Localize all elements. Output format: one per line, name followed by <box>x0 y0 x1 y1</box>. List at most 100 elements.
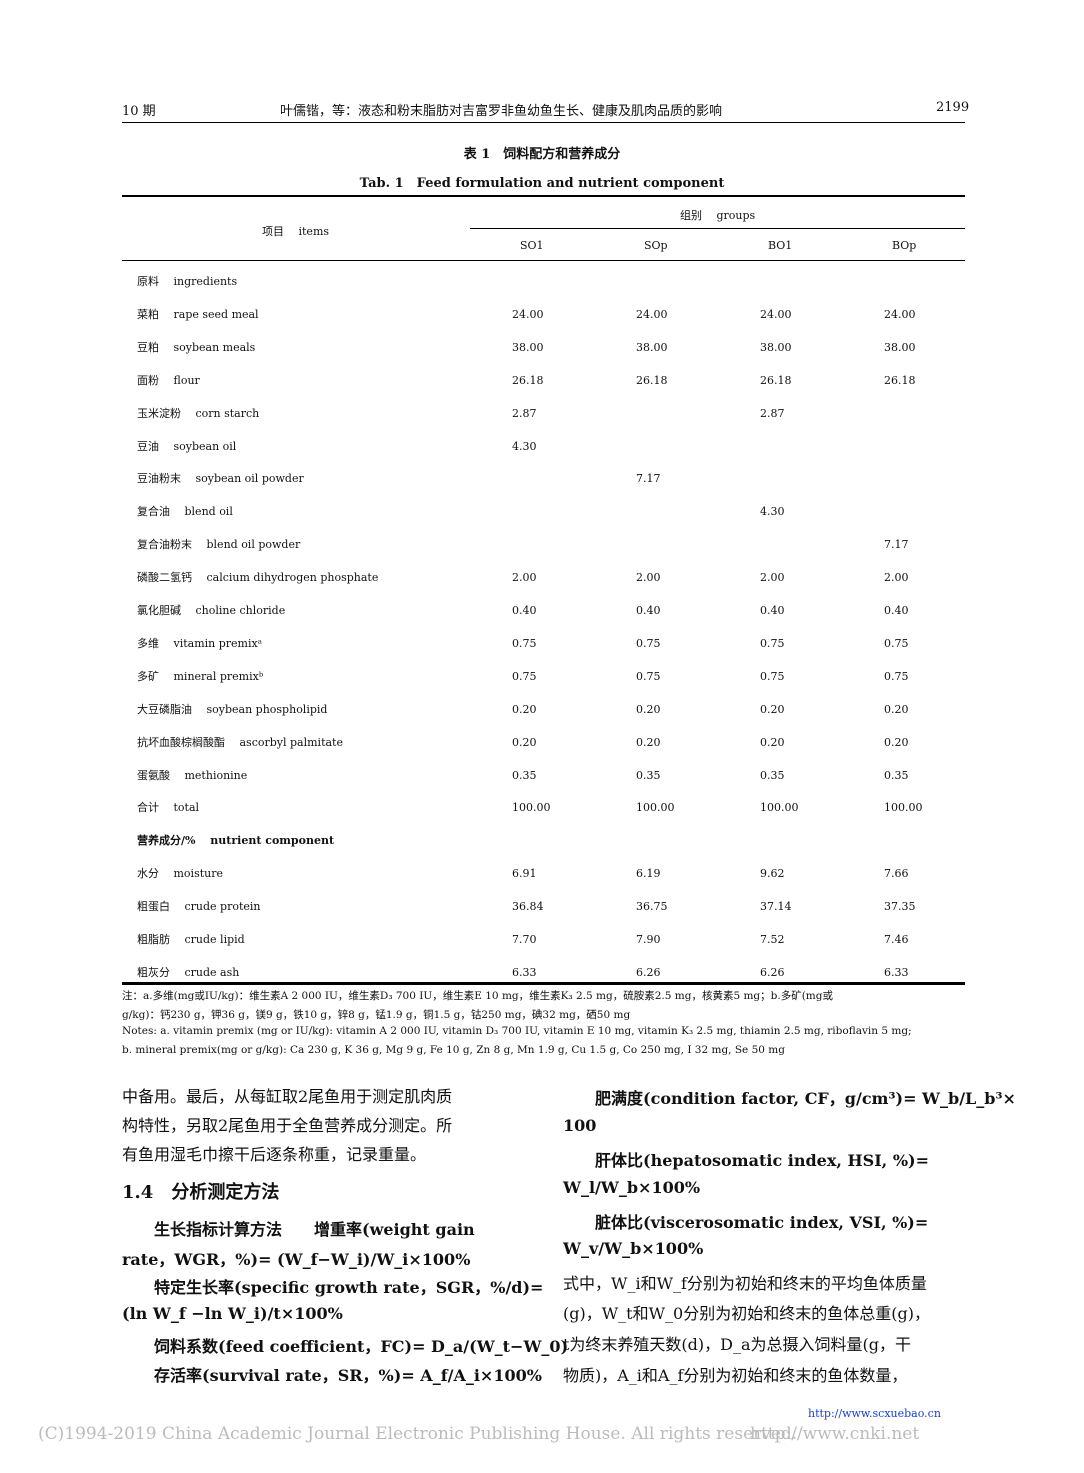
table-cell: 6.26 <box>760 965 785 979</box>
body-line: 生长指标计算方法 增重率(weight gain <box>122 1220 475 1239</box>
table-caption-cn: 表 1 饲料配方和营养成分 <box>463 147 621 162</box>
row-label: 蛋氨酸 methionine <box>137 768 248 782</box>
table-cell: 36.75 <box>636 900 668 914</box>
header-bottom-rule <box>122 260 965 261</box>
table-cell: 4.30 <box>512 439 537 453</box>
table-cell: 0.20 <box>636 735 661 749</box>
table-cell: 0.20 <box>760 735 785 749</box>
table-cell: 0.75 <box>636 669 661 683</box>
cnki-url: http://www.cnki.net <box>750 1424 920 1444</box>
table-cell: 6.26 <box>636 965 661 979</box>
row-label: 氯化胆碱 choline chloride <box>137 604 286 617</box>
table-cell: 2.00 <box>884 571 909 585</box>
table-cell: 2.87 <box>760 406 785 420</box>
table-cell: 7.52 <box>760 933 785 946</box>
row-label: 豆油 soybean oil <box>137 439 237 453</box>
table-cell: 2.00 <box>512 571 537 585</box>
table-cell: 37.14 <box>760 900 792 914</box>
table-cell: 0.20 <box>636 702 661 716</box>
row-label: 合计 total <box>137 801 200 815</box>
issue-number: 10 期 <box>122 104 156 119</box>
table-cell: 6.19 <box>636 867 661 881</box>
table-cell: 37.35 <box>884 900 916 914</box>
row-label: 多维 vitamin premixᵃ <box>137 636 262 650</box>
table-cell: 36.84 <box>512 900 544 914</box>
table-cell: 0.75 <box>512 669 537 683</box>
row-label: 抗坏血酸棕榈酸酯 ascorbyl palmitate <box>137 735 343 749</box>
group-header: 组别 groups <box>680 209 756 222</box>
copyright-watermark: (C)1994-2019 China Academic Journal Elec… <box>38 1424 798 1444</box>
table-cell: 0.20 <box>512 735 537 749</box>
table-cell: 38.00 <box>512 340 544 354</box>
body-line: W_l/W_b×100% <box>563 1178 701 1197</box>
table-cell: 38.00 <box>636 340 668 354</box>
table-note: 注：a.多维(mg或IU/kg)：维生素A 2 000 IU，维生素D₃ 700… <box>122 990 833 1002</box>
table-cell: 38.00 <box>760 340 792 354</box>
table-cell: 0.20 <box>760 702 785 716</box>
table-note: b. mineral premix(mg or g/kg): Ca 230 g,… <box>122 1043 785 1056</box>
table-cell: 0.75 <box>760 669 785 683</box>
body-line: 肝体比(hepatosomatic index, HSI, %)= <box>563 1151 929 1170</box>
table-cell: 0.75 <box>760 636 785 650</box>
body-line: rate，WGR，%)= (W_f−W_i)/W_i×100% <box>122 1250 471 1269</box>
body-line: 脏体比(viscerosomatic index, VSI, %)= <box>563 1213 929 1232</box>
row-label: 菜粕 rape seed meal <box>137 307 259 321</box>
body-line: 100 <box>563 1116 597 1135</box>
table-cell: 6.33 <box>884 965 909 979</box>
table-note: Notes: a. vitamin premix (mg or IU/kg): … <box>122 1025 912 1037</box>
body-line: 特定生长率(specific growth rate，SGR，%/d)= <box>122 1278 544 1297</box>
body-line: 肥满度(condition factor, CF，g/cm³)= W_b/L_b… <box>563 1089 1016 1108</box>
row-label: 复合油粉末 blend oil powder <box>137 538 301 552</box>
row-label: 粗灰分 crude ash <box>137 965 240 979</box>
table-cell: 7.66 <box>884 867 909 881</box>
header-rule <box>122 122 965 123</box>
table-cell: 9.62 <box>760 867 785 881</box>
table-cell: 0.40 <box>512 604 537 617</box>
page-number: 2199 <box>936 100 970 115</box>
table-cell: 0.75 <box>636 636 661 650</box>
group-rule <box>470 228 965 229</box>
body-line: 中备用。最后，从每缸取2尾鱼用于测定肌肉质 <box>122 1087 453 1106</box>
table-cell: 0.75 <box>884 636 909 650</box>
table-cell: 2.00 <box>636 571 661 585</box>
table-cell: 0.35 <box>760 768 785 782</box>
table-cell: 100.00 <box>884 801 923 815</box>
body-line: 构特性，另取2尾鱼用于全鱼营养成分测定。所 <box>122 1116 453 1135</box>
table-cell: 7.17 <box>636 472 661 486</box>
row-label: 粗脂肪 crude lipid <box>137 933 245 946</box>
table-cell: 2.00 <box>760 571 785 585</box>
journal-url[interactable]: http://www.scxuebao.cn <box>808 1407 941 1420</box>
body-line: W_v/W_b×100% <box>563 1239 704 1258</box>
row-label: 豆油粉末 soybean oil powder <box>137 472 304 486</box>
table-cell: 7.90 <box>636 933 661 946</box>
row-label: 磷酸二氢钙 calcium dihydrogen phosphate <box>137 571 379 585</box>
body-line: 存活率(survival rate，SR，%)= A_f/A_i×100% <box>122 1366 542 1385</box>
row-label: 豆粕 soybean meals <box>137 340 256 354</box>
table-caption-en: Tab. 1 Feed formulation and nutrient com… <box>359 176 725 191</box>
column-header: BOp <box>892 239 917 252</box>
body-line: (g)，W_t和W_0分别为初始和终末的鱼体总重(g)， <box>563 1304 930 1323</box>
table-cell: 24.00 <box>884 307 916 321</box>
row-label: 多矿 mineral premixᵇ <box>137 669 264 683</box>
body-line: t为终末养殖天数(d)，D_a为总摄入饲料量(g，干 <box>563 1335 912 1354</box>
table-bottom-rule <box>122 982 965 985</box>
table-cell: 7.70 <box>512 933 537 946</box>
row-label: 粗蛋白 crude protein <box>137 900 261 914</box>
row-label: 玉米淀粉 corn starch <box>137 406 260 420</box>
table-cell: 0.75 <box>884 669 909 683</box>
running-title: 叶儒锴，等：液态和粉末脂肪对吉富罗非鱼幼鱼生长、健康及肌肉品质的影响 <box>280 104 723 119</box>
body-line: 物质)，A_i和A_f分别为初始和终末的鱼体数量， <box>563 1366 908 1385</box>
table-note: g/kg)：钙230 g，钾36 g，镁9 g，铁10 g，锌8 g，锰1.9 … <box>122 1008 631 1021</box>
table-cell: 24.00 <box>512 307 544 321</box>
column-header: BO1 <box>768 239 793 252</box>
table-cell: 4.30 <box>760 505 785 519</box>
table-cell: 0.20 <box>884 735 909 749</box>
row-label: 营养成分/% nutrient component <box>137 834 335 848</box>
table-cell: 6.91 <box>512 867 537 881</box>
table-cell: 26.18 <box>636 373 668 387</box>
table-cell: 100.00 <box>760 801 799 815</box>
table-cell: 7.17 <box>884 538 909 552</box>
table-cell: 26.18 <box>512 373 544 387</box>
table-top-rule <box>122 195 965 197</box>
